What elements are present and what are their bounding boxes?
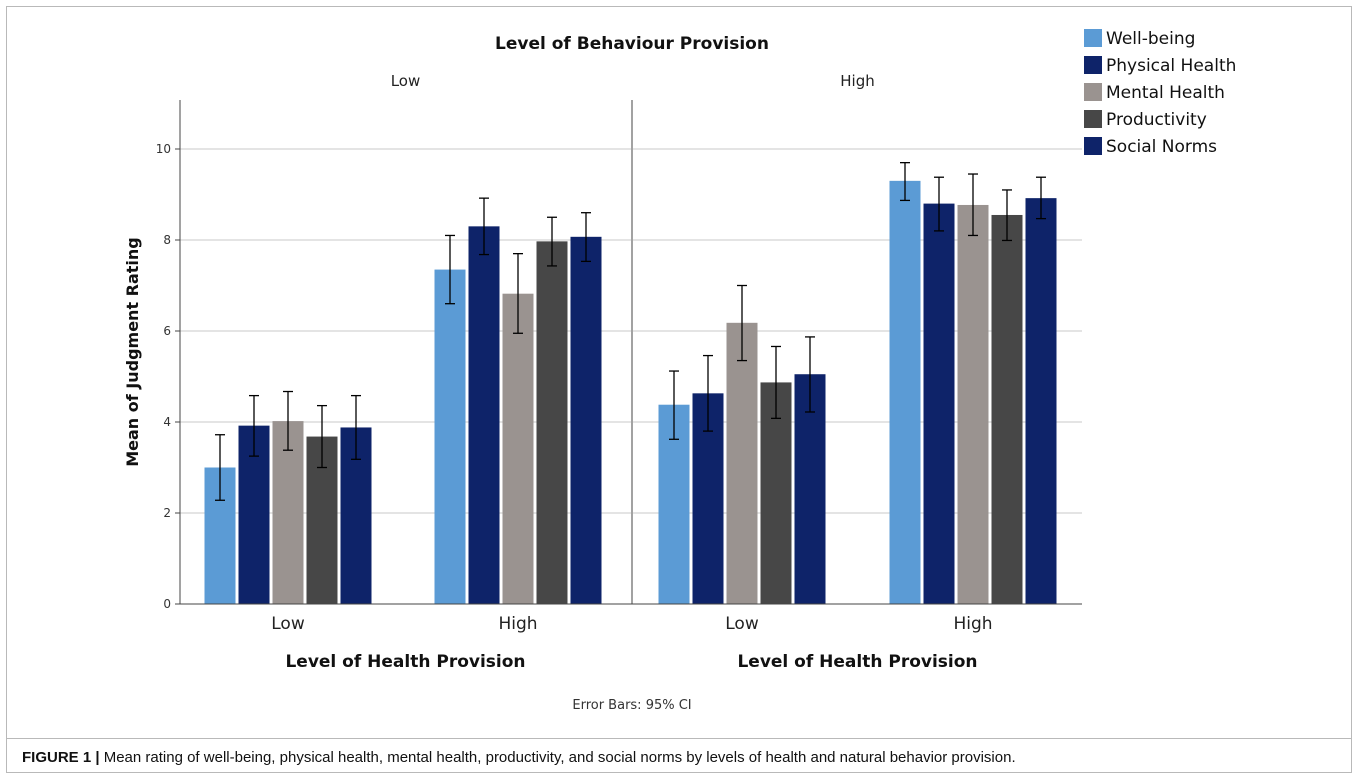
bar xyxy=(1025,198,1057,604)
x-axis-title: Level of Health Provision xyxy=(737,652,977,672)
x-tick-label: Low xyxy=(271,614,305,634)
bar xyxy=(760,382,792,604)
bar xyxy=(889,180,921,604)
legend-label: Social Norms xyxy=(1106,137,1217,157)
panel-label: Low xyxy=(391,72,421,90)
y-tick-label: 6 xyxy=(163,324,171,338)
bar xyxy=(468,226,500,604)
figure-caption: FIGURE 1 | Mean rating of well-being, ph… xyxy=(22,749,1342,766)
bar xyxy=(991,214,1023,604)
x-axis-title: Level of Health Provision xyxy=(285,652,525,672)
x-tick-label: High xyxy=(498,614,537,634)
error-bars-note: Error Bars: 95% CI xyxy=(572,698,691,713)
x-tick-label: High xyxy=(953,614,992,634)
y-tick-label: 10 xyxy=(156,142,171,156)
bar xyxy=(536,241,568,605)
legend-swatch xyxy=(1084,56,1102,74)
x-tick-label: Low xyxy=(725,614,759,634)
bar xyxy=(570,236,602,604)
caption-text: Mean rating of well-being, physical heal… xyxy=(99,749,1016,766)
y-axis-title: Mean of Judgment Rating xyxy=(123,237,142,467)
y-tick-label: 2 xyxy=(163,506,171,520)
bar xyxy=(957,204,989,604)
legend-swatch xyxy=(1084,110,1102,128)
bar xyxy=(434,269,466,604)
bar xyxy=(726,322,758,604)
legend-label: Well-being xyxy=(1106,29,1195,49)
panel-label: High xyxy=(840,72,874,90)
bar xyxy=(502,293,534,604)
bar xyxy=(923,203,955,604)
figure-frame xyxy=(6,6,1352,773)
legend-swatch xyxy=(1084,83,1102,101)
y-tick-label: 8 xyxy=(163,233,171,247)
caption-divider xyxy=(7,738,1351,739)
legend-label: Physical Health xyxy=(1106,56,1236,76)
bar xyxy=(272,421,304,604)
y-tick-label: 4 xyxy=(163,415,171,429)
y-tick-label: 0 xyxy=(163,597,171,611)
legend-swatch xyxy=(1084,29,1102,47)
chart-title: Level of Behaviour Provision xyxy=(495,34,769,54)
legend-label: Mental Health xyxy=(1106,83,1225,103)
caption-label: FIGURE 1 | xyxy=(22,749,100,766)
legend-swatch xyxy=(1084,137,1102,155)
legend-label: Productivity xyxy=(1106,110,1207,130)
